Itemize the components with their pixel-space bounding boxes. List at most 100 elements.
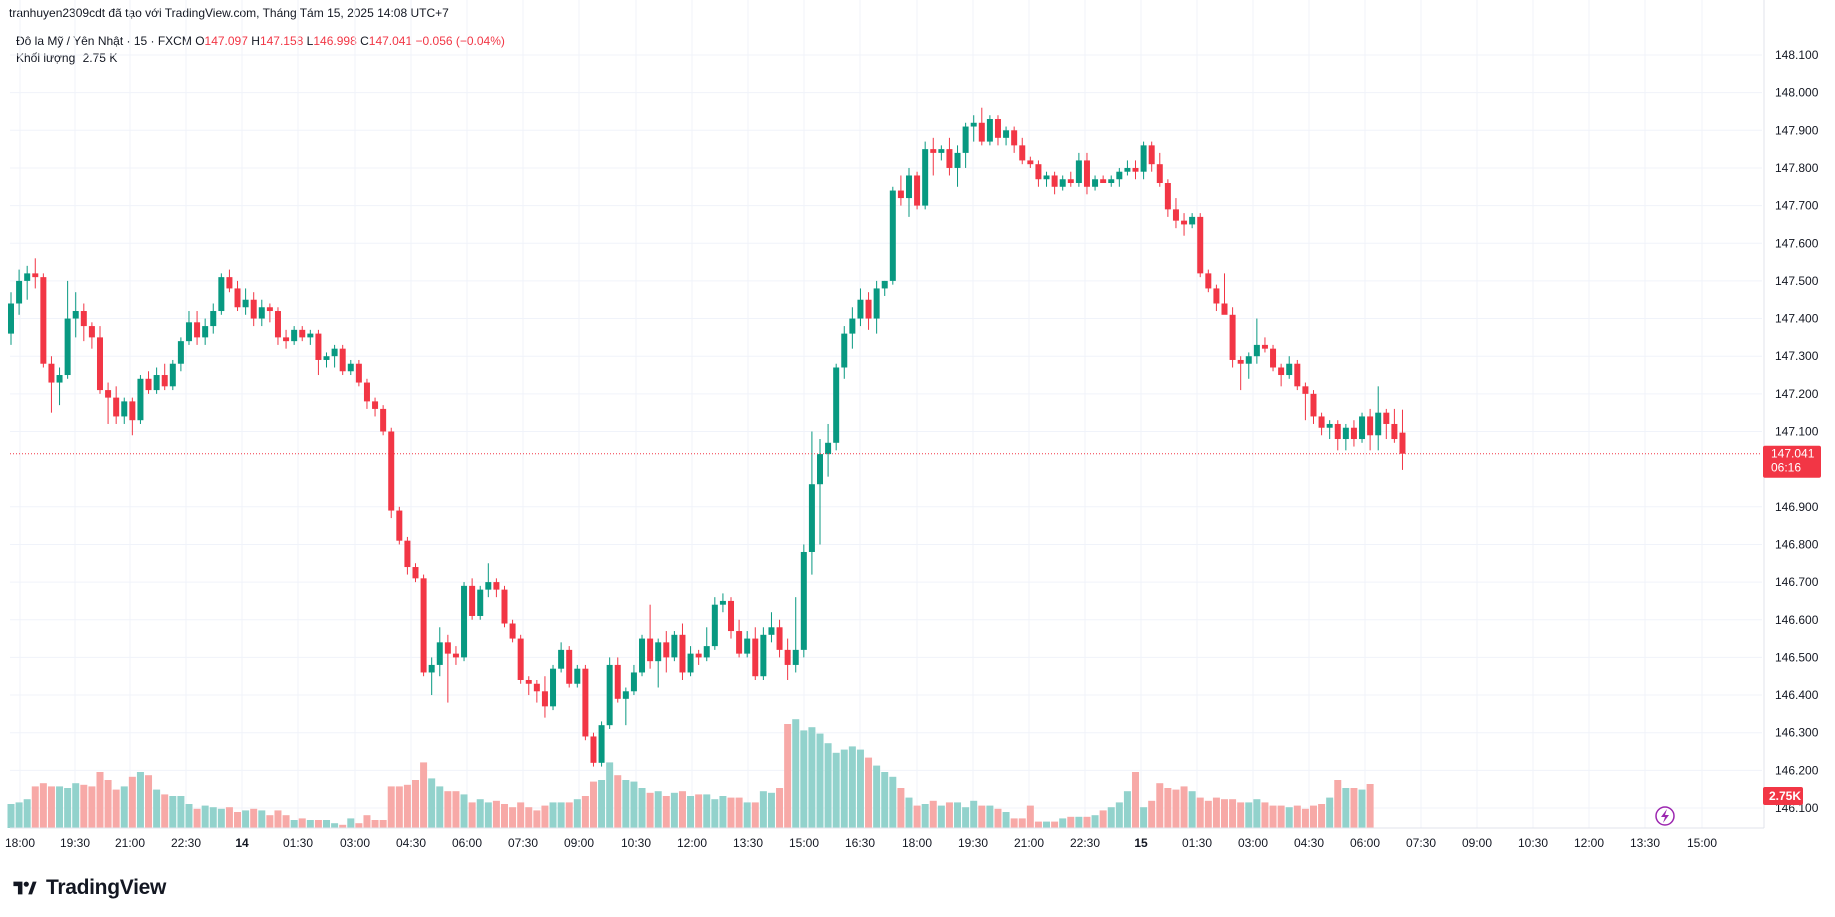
volume-bar (962, 807, 970, 828)
volume-bar (339, 824, 347, 828)
time-tick-label: 19:30 (60, 836, 90, 850)
candle-body (323, 356, 330, 360)
volume-bar (1026, 805, 1034, 828)
candle-body (1391, 423, 1398, 440)
volume-bar (1261, 802, 1269, 828)
volume-bar (88, 786, 96, 828)
candle-body (242, 299, 249, 308)
volume-bar (1180, 786, 1188, 828)
candle-body (1140, 145, 1147, 172)
candle-body (48, 363, 55, 383)
volume-bar (670, 792, 678, 828)
candle-body (88, 326, 95, 338)
candle-body (1294, 363, 1301, 387)
volume-bar (986, 805, 994, 828)
volume-bar (355, 823, 363, 828)
volume-bar (201, 805, 209, 828)
volume-bar (1277, 805, 1285, 828)
last-price-tag[interactable]: 147.041 06:16 (1763, 445, 1821, 478)
candle-body (1067, 179, 1074, 184)
volume-bar (1221, 799, 1228, 828)
volume-bar (1067, 816, 1075, 828)
time-tick-label: 10:30 (1518, 836, 1548, 850)
volume-bar (120, 786, 128, 828)
price-tick-label: 146.600 (1775, 613, 1819, 627)
volume-bar (23, 799, 31, 828)
volume-bar (840, 749, 848, 828)
candle-body (1375, 412, 1382, 436)
bar-countdown: 06:16 (1771, 461, 1801, 475)
tradingview-logo[interactable]: TradingView (10, 876, 166, 900)
chart-grid (10, 0, 1762, 828)
candle-body (994, 119, 1001, 138)
candle-body (469, 585, 476, 616)
time-tick-label: 18:00 (902, 836, 932, 850)
volume-bar (225, 807, 233, 828)
candle-body (1310, 393, 1317, 417)
candle-body (1132, 167, 1139, 172)
candle-body (412, 567, 419, 579)
candle-body (865, 299, 872, 319)
candle-body (177, 341, 184, 364)
volume-bar (1002, 812, 1010, 828)
candle-body (8, 303, 14, 334)
candle-body (355, 363, 362, 383)
volume-bars (7, 719, 1374, 828)
candle-body (1116, 171, 1123, 180)
candle-body (978, 122, 985, 142)
candle-body (679, 634, 686, 673)
lightning-icon[interactable] (1655, 806, 1675, 826)
candle-body (404, 540, 411, 568)
volume-bar (646, 792, 654, 828)
time-tick-label: 16:30 (845, 836, 875, 850)
candle-body (954, 152, 961, 168)
candle-body (550, 668, 557, 707)
candle-body (1083, 160, 1090, 187)
candle-body (283, 337, 290, 342)
candle-body (606, 664, 613, 726)
time-tick-label: 04:30 (396, 836, 426, 850)
price-tick-label: 148.000 (1775, 86, 1819, 100)
volume-bar (15, 802, 23, 828)
time-tick-label: 06:00 (1350, 836, 1380, 850)
candle-body (185, 322, 192, 342)
volume-bar (1285, 807, 1293, 828)
volume-bar (1083, 816, 1091, 828)
candle-body (849, 318, 856, 334)
price-tick-label: 147.800 (1775, 161, 1819, 175)
candle-body (24, 273, 31, 281)
candle-body (1286, 363, 1293, 376)
candle-body (857, 299, 864, 319)
candle-body (258, 307, 265, 319)
candle-body (121, 401, 128, 417)
price-tick-label: 146.200 (1775, 763, 1819, 777)
price-tick-label: 147.300 (1775, 349, 1819, 363)
candle-body (1035, 164, 1042, 180)
volume-bar (509, 807, 517, 828)
candle-body (210, 311, 217, 327)
candle-body (234, 288, 241, 308)
candle-body (566, 649, 573, 684)
symbol-label[interactable]: Đô la Mỹ / Yên Nhật · 15 · FXCM (16, 34, 192, 48)
candle-body (145, 378, 152, 391)
candle-body (525, 679, 532, 684)
candle-body (533, 683, 540, 692)
time-tick-label: 07:30 (1406, 836, 1436, 850)
candle-body (881, 280, 888, 289)
time-tick-label: 14 (235, 836, 249, 850)
volume-bar (1196, 797, 1204, 828)
volume-bar (1342, 788, 1350, 828)
volume-bar (848, 746, 856, 828)
close-value: 147.041 (368, 34, 413, 48)
volume-bar (274, 810, 282, 828)
candle-body (897, 190, 904, 199)
volume-bar (460, 794, 468, 828)
volume-bar (484, 802, 492, 828)
candle-body (452, 653, 459, 658)
time-tick-label: 10:30 (621, 836, 651, 850)
volume-bar (533, 810, 541, 828)
candle-body (1245, 356, 1252, 364)
volume-bar (573, 799, 581, 828)
candle-body (1027, 160, 1034, 165)
